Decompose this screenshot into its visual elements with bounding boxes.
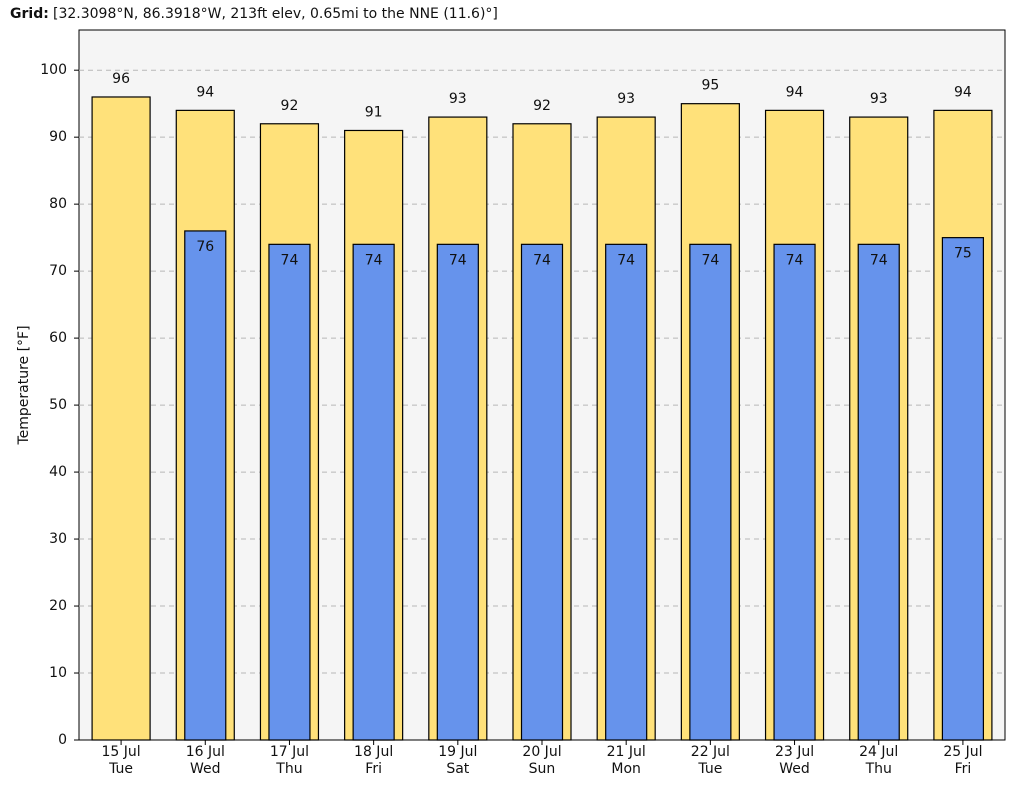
x-tick-label: Mon xyxy=(611,761,641,777)
value-label: 74 xyxy=(449,252,467,268)
x-tick-label: 22 Jul xyxy=(691,744,730,760)
value-label: 74 xyxy=(786,252,804,268)
y-axis-label: Temperature [°F] xyxy=(16,325,32,445)
x-tick-label: 18 Jul xyxy=(354,744,393,760)
x-tick-label: Wed xyxy=(190,761,221,777)
x-tick-label: Wed xyxy=(779,761,810,777)
bar xyxy=(520,243,564,741)
value-label: 93 xyxy=(617,91,635,107)
y-tick-label: 90 xyxy=(49,129,67,145)
y-tick-label: 50 xyxy=(49,397,67,413)
bar xyxy=(268,243,311,741)
bar xyxy=(941,237,985,741)
x-tick-label: 23 Jul xyxy=(775,744,814,760)
value-label: 95 xyxy=(701,78,719,94)
x-tick-label: Thu xyxy=(865,761,892,777)
x-tick-label: Tue xyxy=(697,761,722,777)
value-label: 74 xyxy=(617,252,635,268)
value-label: 75 xyxy=(954,246,972,262)
x-tick-label: 16 Jul xyxy=(186,744,225,760)
grid-label: Grid: xyxy=(10,6,49,22)
value-label: 74 xyxy=(870,252,888,268)
bar xyxy=(773,243,816,741)
value-label: 96 xyxy=(112,71,130,87)
y-tick-label: 70 xyxy=(49,263,67,279)
bar xyxy=(605,243,648,741)
value-label: 94 xyxy=(196,84,214,100)
value-label: 76 xyxy=(196,239,214,255)
x-tick-label: 19 Jul xyxy=(438,744,477,760)
x-tick-label: Sun xyxy=(529,761,556,777)
x-tick-label: Tue xyxy=(108,761,133,777)
bar xyxy=(689,243,732,741)
x-tick-label: 20 Jul xyxy=(522,744,561,760)
y-tick-label: 0 xyxy=(58,732,67,748)
x-tick-label: Fri xyxy=(955,761,972,777)
value-label: 74 xyxy=(533,252,551,268)
x-tick-label: 25 Jul xyxy=(943,744,982,760)
grid-info: [32.3098°N, 86.3918°W, 213ft elev, 0.65m… xyxy=(53,6,498,22)
value-label: 74 xyxy=(701,252,719,268)
x-tick-label: Thu xyxy=(275,761,302,777)
value-label: 93 xyxy=(870,91,888,107)
x-tick-label: Fri xyxy=(365,761,382,777)
bar xyxy=(91,96,151,741)
y-tick-label: 40 xyxy=(49,464,67,480)
y-tick-label: 100 xyxy=(40,62,67,78)
x-tick-label: 17 Jul xyxy=(270,744,309,760)
value-label: 74 xyxy=(365,252,383,268)
value-label: 94 xyxy=(954,84,972,100)
y-tick-label: 10 xyxy=(49,665,67,681)
value-label: 93 xyxy=(449,91,467,107)
y-tick-label: 20 xyxy=(49,598,67,614)
bar xyxy=(857,243,900,741)
bar xyxy=(352,243,395,741)
value-label: 91 xyxy=(365,104,383,120)
y-tick-label: 80 xyxy=(49,196,67,212)
value-label: 92 xyxy=(533,98,551,114)
bar xyxy=(436,243,479,741)
value-label: 74 xyxy=(281,252,299,268)
bar xyxy=(184,230,227,741)
y-tick-label: 60 xyxy=(49,330,67,346)
value-label: 94 xyxy=(786,84,804,100)
x-tick-label: 24 Jul xyxy=(859,744,898,760)
x-tick-label: Sat xyxy=(446,761,469,777)
x-tick-label: 15 Jul xyxy=(102,744,141,760)
x-tick-label: 21 Jul xyxy=(607,744,646,760)
value-label: 92 xyxy=(281,98,299,114)
y-tick-label: 30 xyxy=(49,531,67,547)
